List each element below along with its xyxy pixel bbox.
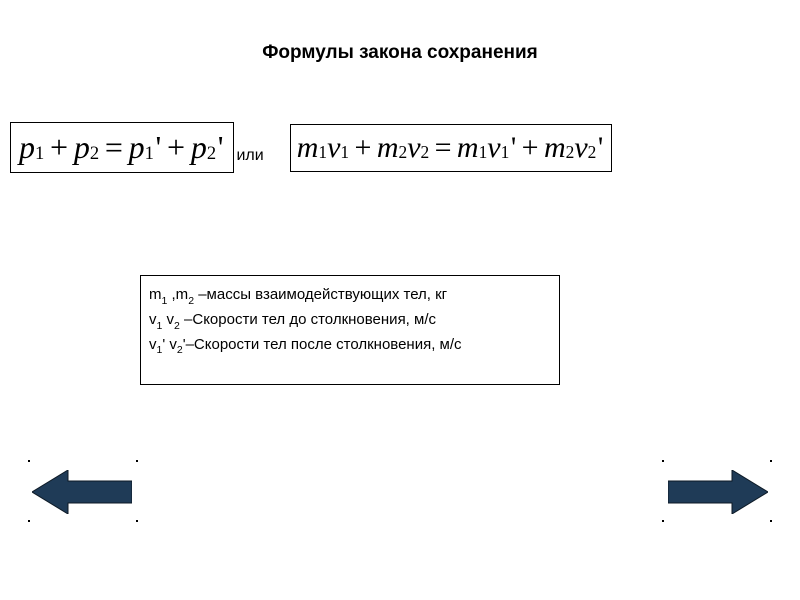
legend-line: v1' v2'–Скорости тел после столкновения,…: [149, 334, 549, 359]
legend-box: m1 ,m2 –массы взаимодействующих тел, кгv…: [140, 275, 560, 385]
next-arrow-button[interactable]: [668, 470, 768, 514]
formula-momentum-mv: m1v1+m2v2=m1v1'+m2v2': [290, 124, 613, 172]
formula-row: p1+p2=p1'+p2' или m1v1+m2v2=m1v1'+m2v2': [0, 122, 800, 173]
formula-momentum-p: p1+p2=p1'+p2': [10, 122, 234, 173]
connector-text: или: [234, 147, 265, 165]
page-title: Формулы закона сохранения: [0, 0, 800, 64]
prev-arrow-button[interactable]: [32, 470, 132, 514]
legend-line: v1 v2 –Скорости тел до столкновения, м/с: [149, 309, 549, 334]
legend-line: m1 ,m2 –массы взаимодействующих тел, кг: [149, 284, 549, 309]
